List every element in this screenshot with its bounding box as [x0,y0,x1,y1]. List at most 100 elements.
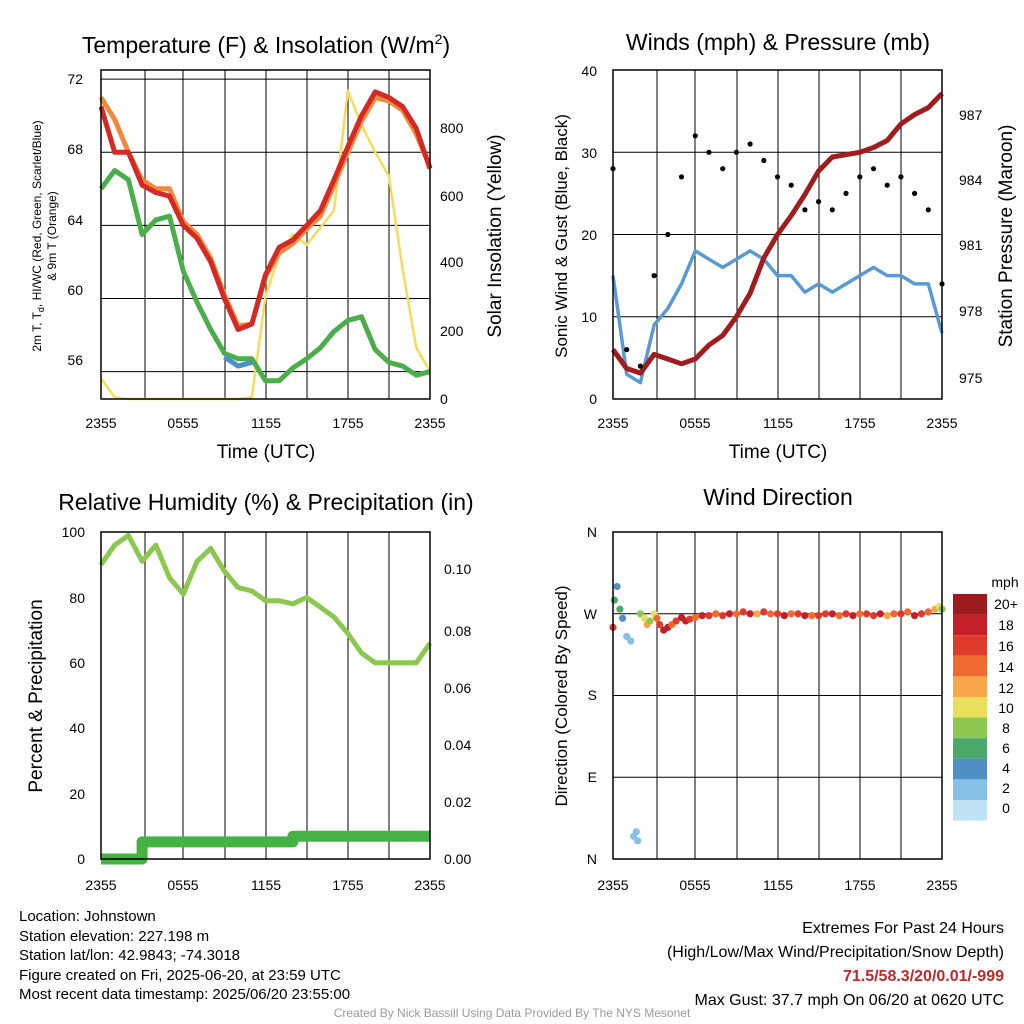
colorbar-label: 16 [998,638,1014,654]
gust-dot [774,174,781,180]
gust-dot [733,149,740,155]
speed-colorbar: mph 20+ 18 16 14 12 10 8 6 4 2 0 [953,574,1019,821]
colorbar-label: 6 [1002,740,1010,756]
winds-xticks: 2355 0555 1155 1755 2355 [597,415,957,431]
extremes-info: Extremes For Past 24 Hours (High/Low/Max… [667,917,1004,1013]
temperature-ytick: 56 [67,352,83,368]
insolation-ytick: 0 [440,391,448,407]
precip-ytick: 0.02 [444,794,471,810]
temperature-xtick: 1755 [332,415,363,431]
colorbar-label: 2 [1002,780,1010,796]
direction-dot [828,610,836,618]
direction-yticks: N E S W N [584,524,598,867]
precip-ytick: 0.06 [444,680,471,696]
humidity-xtick: 1155 [251,877,281,893]
direction-dot [746,610,754,618]
insolation-ytick: 200 [440,323,464,339]
gust-dot [898,174,904,180]
insolation-ytick: 600 [440,188,464,204]
direction-dot [856,610,864,618]
direction-dot [616,605,624,613]
temperature-xtick: 0555 [167,415,198,431]
temp-2m-line [98,89,433,332]
humidity-xtick: 0555 [167,877,198,893]
winds-y2label: Station Pressure (Maroon) [996,125,1017,348]
gust-dot [706,149,712,155]
temperature-panel: Temperature (F) & Insolation (W/m2) 2m T… [30,31,506,463]
direction-dot [849,612,857,620]
direction-dot [686,615,694,623]
colorbar-swatch [953,738,987,759]
figure-created: Figure created on Fri, 2025-06-20, at 23… [19,966,341,984]
direction-dots [609,582,946,845]
colorbar-label: 8 [1002,720,1010,736]
gust-dot [802,207,808,213]
direction-dot [739,608,747,616]
direction-dot [610,596,619,604]
gust-dot [665,231,671,238]
colorbar-label: 20+ [994,596,1018,612]
colorbar-swatch [953,779,987,800]
gust-dot [624,347,630,353]
temperature-y2label: Solar Insolation (Yellow) [485,134,506,337]
humidity-xtick: 1755 [332,877,363,893]
temperature-yticks: 56 60 64 68 72 [67,71,83,368]
colorbar-label: 12 [998,680,1014,696]
direction-dot [780,612,789,620]
temperature-ylabel-line1: 2m T, Td, HI/WC (Red, Green, Scarlet/Blu… [30,120,46,351]
humidity-ytick: 0 [77,851,85,867]
insolation-ytick: 400 [440,254,464,270]
colorbar-swatch [953,655,987,677]
direction-xtick: 2355 [926,877,957,893]
relative-humidity-line [98,532,433,666]
insolation-ytick: 800 [440,120,464,136]
credit-line: Created By Nick Bassill Using Data Provi… [333,1006,691,1020]
temperature-chart-title: Temperature (F) & Insolation (W/m2) [82,31,450,58]
gust-dots [610,133,945,369]
direction-dot [869,612,878,620]
pressure-ytick: 987 [959,107,983,123]
temperature-ylabel-line2: & 9m T (Orange) [45,191,59,281]
winds-xtick: 1155 [763,415,793,431]
colorbar-label: 18 [998,617,1014,633]
humidity-ytick: 20 [69,786,85,802]
direction-xtick: 2355 [597,877,628,893]
extremes-subtitle: (High/Low/Max Wind/Precipitation/Snow De… [666,944,1004,961]
winds-chart-title: Winds (mph) & Pressure (mb) [626,29,930,55]
colorbar-swatch [953,594,987,615]
direction-dot [787,610,795,618]
station-info: Location: Johnstown Station elevation: 2… [19,907,350,1005]
gust-dot [692,133,698,139]
wind-ytick: 30 [581,145,597,161]
temperature-ytick: 68 [67,141,83,157]
colorbar-swatch [953,717,987,739]
temperature-xtick: 1155 [251,415,281,431]
precip-ytick: 0.04 [444,737,471,753]
direction-ytick: S [588,687,597,703]
winds-xtick: 2355 [597,415,628,431]
direction-xtick: 1155 [763,877,793,893]
humidity-xticks: 2355 0555 1155 1755 2355 [85,877,445,893]
precip-ytick: 0.10 [444,561,471,577]
direction-dot [924,608,932,616]
direction-dot [760,608,768,616]
colorbar-label: 0 [1002,800,1010,816]
winds-panel: Winds (mph) & Pressure (mb) Sonic Wind &… [552,29,1017,463]
direction-gridlines [612,532,942,859]
direction-xtick: 1755 [844,877,875,893]
direction-dot [904,608,912,616]
pressure-ytick: 981 [959,237,983,253]
colorbar-swatch [953,758,987,780]
station-elevation: Station elevation: 227.198 m [19,927,210,945]
gust-dot [678,174,685,180]
extremes-values: 71.5/58.3/20/0.01/-999 [842,968,1004,985]
gust-dot [747,141,753,147]
winds-series [610,91,945,385]
humidity-ytick: 80 [69,590,85,606]
direction-dot [691,613,699,622]
winds-ylabel: Sonic Wind & Gust (Blue, Black) [552,114,571,358]
direction-dot [619,614,627,622]
gust-dot [829,207,835,213]
temperature-xtick: 2355 [414,415,445,431]
max-gust: Max Gust: 37.7 mph On 06/20 at 0620 UTC [694,992,1005,1009]
